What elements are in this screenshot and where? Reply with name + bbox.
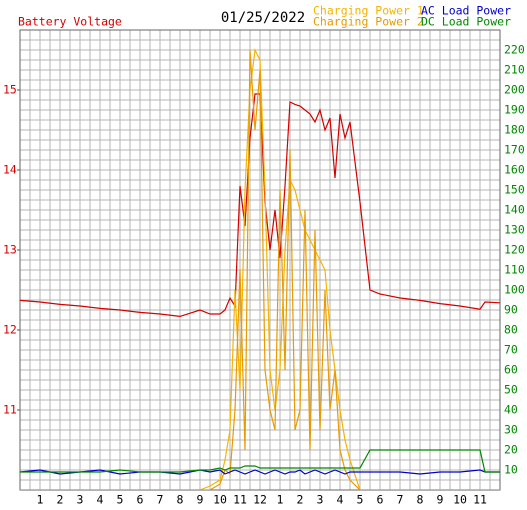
x-tick-label: 2 — [297, 493, 304, 507]
x-tick-label: 4 — [97, 493, 104, 507]
y2-tick-label: 80 — [504, 323, 518, 337]
series-line — [20, 449, 500, 473]
x-tick-label: 7 — [397, 493, 404, 507]
y-tick-label: 11 — [3, 403, 17, 417]
x-tick-label: 6 — [137, 493, 144, 507]
legend-label: Charging Power 2 — [313, 15, 424, 29]
x-tick-label: 2 — [57, 493, 64, 507]
x-tick-label: 7 — [157, 493, 164, 507]
legend-label: Battery Voltage — [18, 15, 122, 29]
plot-border — [19, 29, 501, 491]
y2-tick-label: 150 — [504, 183, 525, 197]
series-line — [20, 49, 500, 490]
y-tick-label: 13 — [3, 243, 17, 257]
y2-tick-label: 20 — [504, 443, 518, 457]
x-tick-label: 5 — [357, 493, 364, 507]
y2-tick-label: 60 — [504, 363, 518, 377]
y2-tick-label: 140 — [504, 203, 525, 217]
plot-area — [20, 47, 500, 490]
x-tick-label: 11 — [233, 493, 247, 507]
x-tick-label: 10 — [453, 493, 467, 507]
x-tick-label: 12 — [253, 493, 267, 507]
y2-tick-label: 50 — [504, 383, 518, 397]
y-tick-label: 14 — [3, 163, 17, 177]
legend-label: AC Load Power — [421, 4, 511, 18]
x-tick-label: 10 — [213, 493, 227, 507]
y2-tick-label: 90 — [504, 303, 518, 317]
y2-tick-label: 200 — [504, 83, 525, 97]
y2-tick-label: 220 — [504, 43, 525, 57]
y2-tick-label: 190 — [504, 103, 525, 117]
y2-tick-label: 30 — [504, 423, 518, 437]
x-tick-label: 4 — [337, 493, 344, 507]
legend-label: Charging Power 1 — [313, 4, 424, 18]
x-tick-label: 9 — [197, 493, 204, 507]
y2-tick-label: 120 — [504, 243, 525, 257]
y2-tick-label: 130 — [504, 223, 525, 237]
y2-tick-label: 170 — [504, 143, 525, 157]
y2-tick-label: 180 — [504, 123, 525, 137]
y2-tick-label: 10 — [504, 463, 518, 477]
x-tick-label: 8 — [177, 493, 184, 507]
legend-label: DC Load Power — [421, 15, 511, 29]
x-tick-label: 3 — [317, 493, 324, 507]
series-line — [20, 469, 500, 475]
x-tick-label: 1 — [277, 493, 284, 507]
y2-tick-label: 210 — [504, 63, 525, 77]
y2-tick-label: 110 — [504, 263, 525, 277]
x-tick-label: 11 — [473, 493, 487, 507]
y-tick-label: 12 — [3, 323, 17, 337]
x-tick-label: 3 — [77, 493, 84, 507]
y2-tick-label: 100 — [504, 283, 525, 297]
y-tick-label: 15 — [3, 83, 17, 97]
series-line — [20, 93, 500, 318]
y2-tick-label: 40 — [504, 403, 518, 417]
series-line — [20, 47, 500, 490]
y2-tick-label: 160 — [504, 163, 525, 177]
x-tick-label: 1 — [37, 493, 44, 507]
x-tick-label: 5 — [117, 493, 124, 507]
x-tick-label: 8 — [417, 493, 424, 507]
x-tick-label: 6 — [377, 493, 384, 507]
x-tick-label: 9 — [437, 493, 444, 507]
y2-tick-label: 70 — [504, 343, 518, 357]
chart-title: 01/25/2022 — [221, 10, 305, 26]
